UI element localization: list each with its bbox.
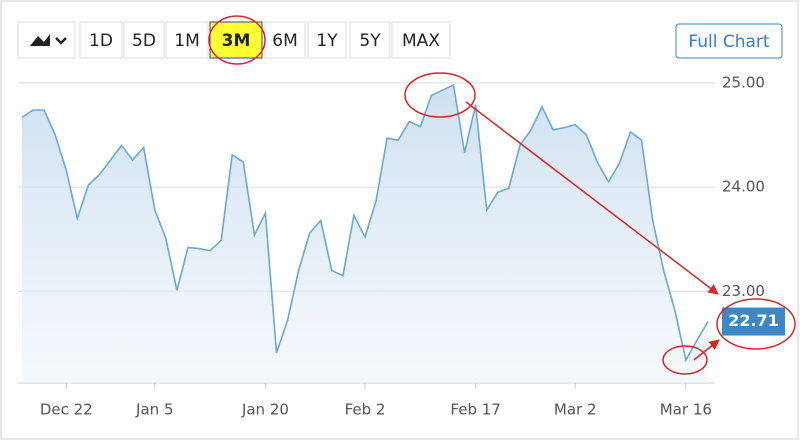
toolbar: 1D 5D 1M 3M 6M 1Y 5Y MAX [17,21,451,59]
annotations [208,15,796,375]
price-line [21,83,709,363]
last-value-box [722,307,785,336]
x-tick-label: Dec 22 [40,401,93,419]
annotation-circle [404,72,476,118]
range-button-label: 1Y [316,31,338,51]
range-button-label: 1D [89,31,113,51]
range-button-label: 5Y [359,31,381,51]
range-button[interactable] [165,21,209,59]
area-fill [22,85,708,383]
annotation-circle [716,298,796,350]
annotation-circle [208,15,266,65]
range-button[interactable] [79,21,123,59]
range-button[interactable] [307,21,347,59]
range-button[interactable] [264,21,306,59]
range-button-label: 6M [272,31,297,51]
x-tick-label: Feb 17 [450,401,500,419]
last-value-label: 22.71 [728,311,779,330]
x-tick-label: Mar 2 [554,401,597,419]
range-button-label: 1M [174,31,199,51]
annotation-arrow [693,339,720,361]
x-tick-label: Mar 16 [660,401,712,419]
dropdown-caret [55,37,67,45]
range-button[interactable] [349,21,391,59]
range-button[interactable] [209,21,263,59]
y-tick-label: 25.00 [722,73,765,91]
x-tick-label: Jan 5 [135,401,173,419]
annotation-circle [662,345,708,375]
y-tick-label: 23.00 [722,282,765,300]
full-chart-label: Full Chart [688,32,770,52]
range-button-label: 3M [222,31,251,51]
x-tick-label: Jan 20 [241,401,289,419]
range-button[interactable] [123,21,165,59]
plot: 23.00 24.00 25.00 Dec 22 Jan 5 Jan 20 Feb 2 Feb… [18,73,785,419]
x-tick-label: Feb 2 [345,401,386,419]
full-chart-button[interactable] [675,23,783,59]
annotation-arrow [465,101,719,295]
y-tick-label: 24.00 [722,178,765,196]
range-button-label: MAX [402,31,440,51]
range-button-label: 5D [132,31,156,51]
range-button[interactable] [391,21,451,59]
chart-type-icon [30,34,50,46]
